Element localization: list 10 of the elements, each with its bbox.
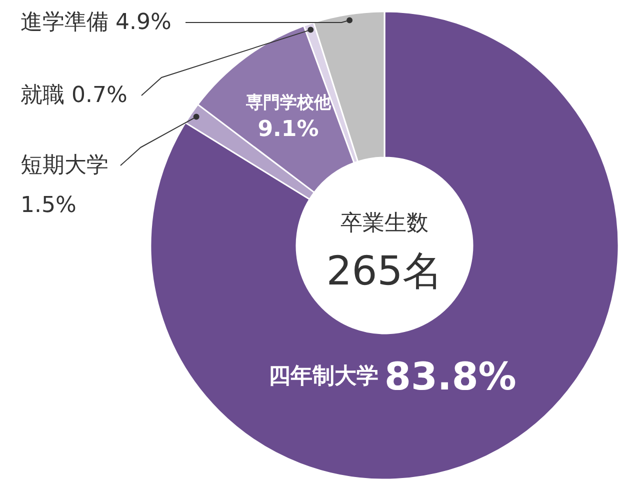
data-label: 1.5%	[20, 193, 76, 218]
slice-label: 短期大学	[20, 153, 108, 178]
data-label: 83.8%	[384, 354, 516, 398]
slice-label: 専門学校他	[244, 92, 332, 113]
text: 265名	[326, 248, 443, 294]
slice-label: 進学準備 4.9%	[20, 10, 172, 35]
data-label: 9.1%	[258, 116, 319, 142]
slice-label: 四年制大学	[268, 364, 378, 389]
slice-label: 就職 0.7%	[20, 83, 128, 108]
text: 卒業生数	[340, 211, 428, 236]
